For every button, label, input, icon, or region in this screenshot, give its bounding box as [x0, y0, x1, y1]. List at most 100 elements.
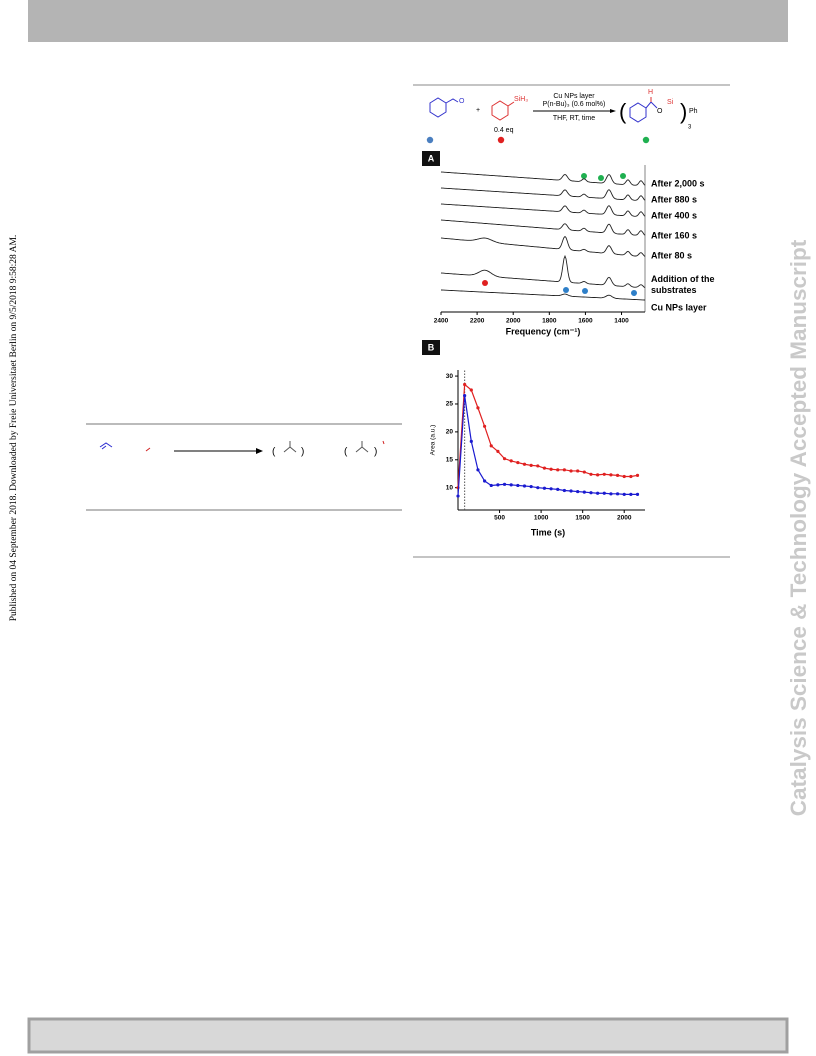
point	[569, 489, 573, 493]
point	[496, 483, 500, 487]
x-tick-label: 2200	[470, 318, 485, 325]
point	[469, 388, 473, 392]
point	[529, 484, 533, 489]
dot	[482, 280, 488, 286]
trace-label: After 400 s	[651, 210, 697, 220]
point	[476, 406, 480, 410]
point	[542, 466, 547, 470]
point	[536, 486, 540, 490]
phenylsilane	[491, 100, 515, 121]
dot	[582, 288, 588, 294]
point	[562, 468, 566, 472]
point	[549, 487, 553, 491]
point	[463, 394, 467, 398]
point	[562, 488, 566, 493]
atom: Ph	[689, 108, 698, 115]
point	[622, 492, 626, 496]
point	[622, 474, 626, 479]
point	[496, 449, 500, 454]
dot	[497, 136, 505, 144]
arrow-head	[256, 448, 263, 454]
dot	[581, 173, 587, 179]
trace-label: After 2,000 s	[651, 178, 705, 188]
point	[463, 382, 467, 387]
x-tick-label: 1500	[575, 515, 590, 522]
point	[609, 492, 613, 496]
panel-label: B	[428, 342, 435, 352]
point	[529, 463, 533, 467]
y-tick-label: 15	[446, 456, 454, 463]
y-tick-label: 25	[446, 401, 454, 408]
dot	[598, 175, 604, 181]
x-tick-label: 500	[494, 515, 505, 522]
bracket: )	[680, 99, 687, 124]
y-tick-label: 10	[446, 484, 454, 491]
glyph	[355, 441, 369, 453]
point	[489, 483, 493, 488]
point	[582, 470, 586, 474]
point	[502, 457, 507, 461]
y-tick-label: 20	[446, 429, 454, 436]
dot	[426, 136, 434, 144]
panel-label: A	[428, 153, 435, 163]
sidebar: Published on 04 September 2018. Download…	[9, 235, 19, 622]
silane: SiH₃	[514, 96, 528, 103]
equivalents: 0.4 eq	[494, 127, 514, 134]
point	[489, 444, 493, 448]
point	[456, 494, 460, 498]
dot	[620, 173, 626, 179]
x-tick-label: 2400	[434, 318, 449, 325]
spectrum	[440, 187, 646, 201]
trace-label: After 880 s	[651, 194, 697, 204]
glyph	[145, 447, 151, 452]
subscript: 3	[688, 125, 692, 131]
y-tick-label: 30	[446, 373, 454, 380]
glyph	[382, 440, 385, 445]
spectrum	[440, 171, 646, 186]
point	[482, 424, 487, 428]
point	[596, 491, 600, 495]
series-line	[457, 383, 638, 488]
glyph	[283, 441, 297, 453]
spectrum	[441, 289, 645, 301]
trace-label: Cu NPs layer	[651, 302, 707, 312]
point	[509, 483, 513, 487]
panel-label-box	[422, 340, 440, 355]
bracket: (	[344, 447, 348, 458]
atom: O	[657, 108, 663, 115]
point	[576, 469, 580, 473]
x-axis-label: Frequency (cm⁻¹)	[506, 326, 581, 336]
watermark: Catalysis Science & Technology Accepted …	[786, 239, 811, 816]
benzyl	[629, 101, 658, 123]
x-tick-label: 1400	[614, 318, 629, 325]
point	[509, 459, 513, 463]
point	[576, 489, 580, 494]
x-axis-label: Time (s)	[531, 527, 565, 537]
atom: O	[459, 98, 465, 105]
header-bar	[28, 0, 788, 42]
plus: +	[476, 107, 480, 114]
point	[596, 473, 600, 477]
point	[516, 483, 520, 488]
condition: Cu NPs layer	[553, 93, 595, 100]
point	[469, 439, 473, 443]
point	[516, 460, 520, 465]
point	[536, 464, 540, 468]
point	[589, 472, 593, 476]
point	[629, 492, 633, 496]
point	[582, 490, 586, 494]
spectrum	[440, 235, 646, 257]
point	[615, 492, 620, 496]
atom: Si	[667, 99, 674, 106]
bracket: )	[374, 447, 377, 458]
series-line	[457, 395, 638, 497]
dot	[631, 290, 637, 296]
x-tick-label: 2000	[617, 515, 632, 522]
trace-label: After 80 s	[651, 250, 692, 260]
dot	[642, 136, 650, 144]
dot	[563, 287, 569, 293]
point	[635, 492, 640, 496]
glyph	[99, 442, 113, 450]
arrow-head	[610, 109, 616, 113]
